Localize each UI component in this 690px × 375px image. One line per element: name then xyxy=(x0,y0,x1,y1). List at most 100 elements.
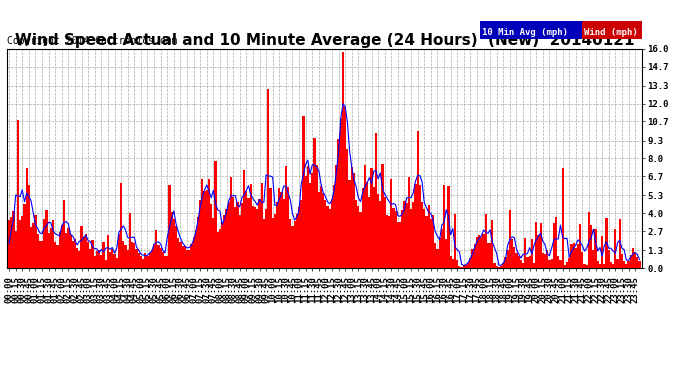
Bar xyxy=(447,186,449,268)
Bar xyxy=(32,223,34,268)
Bar xyxy=(401,210,404,268)
Bar xyxy=(500,266,502,268)
Bar xyxy=(43,219,46,268)
Bar xyxy=(375,133,377,268)
Bar xyxy=(417,131,419,268)
Bar xyxy=(463,265,465,268)
Bar xyxy=(289,219,291,268)
Bar xyxy=(285,166,287,268)
Bar xyxy=(46,210,48,268)
Bar xyxy=(317,192,320,268)
Bar xyxy=(155,230,157,268)
Bar xyxy=(544,254,546,268)
Bar xyxy=(489,243,491,268)
Bar xyxy=(443,185,445,268)
Title: Wind Speed Actual and 10 Minute Average (24 Hours)  (New)  20140121: Wind Speed Actual and 10 Minute Average … xyxy=(14,33,634,48)
Bar xyxy=(495,266,497,268)
Bar xyxy=(353,172,355,268)
Bar xyxy=(439,237,441,268)
Bar xyxy=(592,251,595,268)
Bar xyxy=(404,201,406,268)
Bar xyxy=(373,188,375,268)
Bar xyxy=(449,255,452,268)
Bar xyxy=(221,222,224,268)
Bar xyxy=(39,241,41,268)
Bar xyxy=(480,237,482,268)
Bar xyxy=(566,262,568,268)
Bar xyxy=(78,251,81,268)
Bar xyxy=(425,216,428,268)
Bar xyxy=(296,214,298,268)
Bar xyxy=(629,255,632,268)
Bar xyxy=(627,261,629,268)
Bar xyxy=(601,236,603,268)
Bar xyxy=(419,185,421,268)
Bar xyxy=(412,201,415,268)
Bar xyxy=(258,199,261,268)
Bar xyxy=(109,252,111,268)
Bar xyxy=(533,263,535,268)
Bar xyxy=(234,207,237,268)
Bar xyxy=(608,250,610,268)
Bar xyxy=(377,194,380,268)
Bar xyxy=(166,256,168,268)
Bar xyxy=(168,185,170,268)
Bar xyxy=(224,216,226,268)
Bar xyxy=(261,183,263,268)
Bar xyxy=(406,203,408,268)
Bar xyxy=(348,180,351,268)
Bar xyxy=(344,107,346,268)
Text: Wind (mph): Wind (mph) xyxy=(584,28,638,37)
Bar xyxy=(564,265,566,268)
Bar xyxy=(34,215,37,268)
Bar xyxy=(423,209,425,268)
Bar xyxy=(87,242,89,268)
Bar xyxy=(473,244,476,268)
Bar xyxy=(493,263,495,268)
Bar xyxy=(298,207,300,268)
Bar xyxy=(573,243,575,268)
Bar xyxy=(172,219,175,268)
Bar xyxy=(586,265,588,268)
Bar xyxy=(10,217,12,268)
Bar xyxy=(577,244,579,268)
Bar xyxy=(61,225,63,268)
Bar xyxy=(397,222,399,268)
Bar xyxy=(280,192,283,268)
Bar xyxy=(92,240,94,268)
Bar xyxy=(614,229,616,268)
Bar xyxy=(184,246,186,268)
Bar xyxy=(322,193,324,268)
Bar xyxy=(116,258,118,268)
Bar xyxy=(513,248,515,268)
Bar xyxy=(254,207,256,268)
Bar xyxy=(342,52,344,268)
Bar xyxy=(52,220,54,268)
Bar xyxy=(19,220,21,268)
Bar xyxy=(625,264,627,268)
Bar xyxy=(276,202,278,268)
Bar xyxy=(17,120,19,268)
Bar xyxy=(300,200,302,268)
Bar xyxy=(179,242,181,268)
Bar xyxy=(213,218,215,268)
Bar xyxy=(590,225,592,268)
Bar xyxy=(226,209,228,268)
Bar xyxy=(623,261,625,268)
Bar xyxy=(619,219,621,268)
Bar xyxy=(21,216,23,268)
Bar xyxy=(384,196,386,268)
Bar xyxy=(274,213,276,268)
Bar xyxy=(351,167,353,268)
Bar xyxy=(124,245,126,268)
Bar xyxy=(307,166,309,268)
Bar xyxy=(386,214,388,268)
Bar xyxy=(331,199,333,268)
Bar xyxy=(371,168,373,268)
Bar xyxy=(454,214,456,268)
Bar xyxy=(83,237,85,268)
Bar xyxy=(74,239,76,268)
Bar xyxy=(546,249,549,268)
Bar xyxy=(28,185,30,268)
Bar xyxy=(118,234,120,268)
